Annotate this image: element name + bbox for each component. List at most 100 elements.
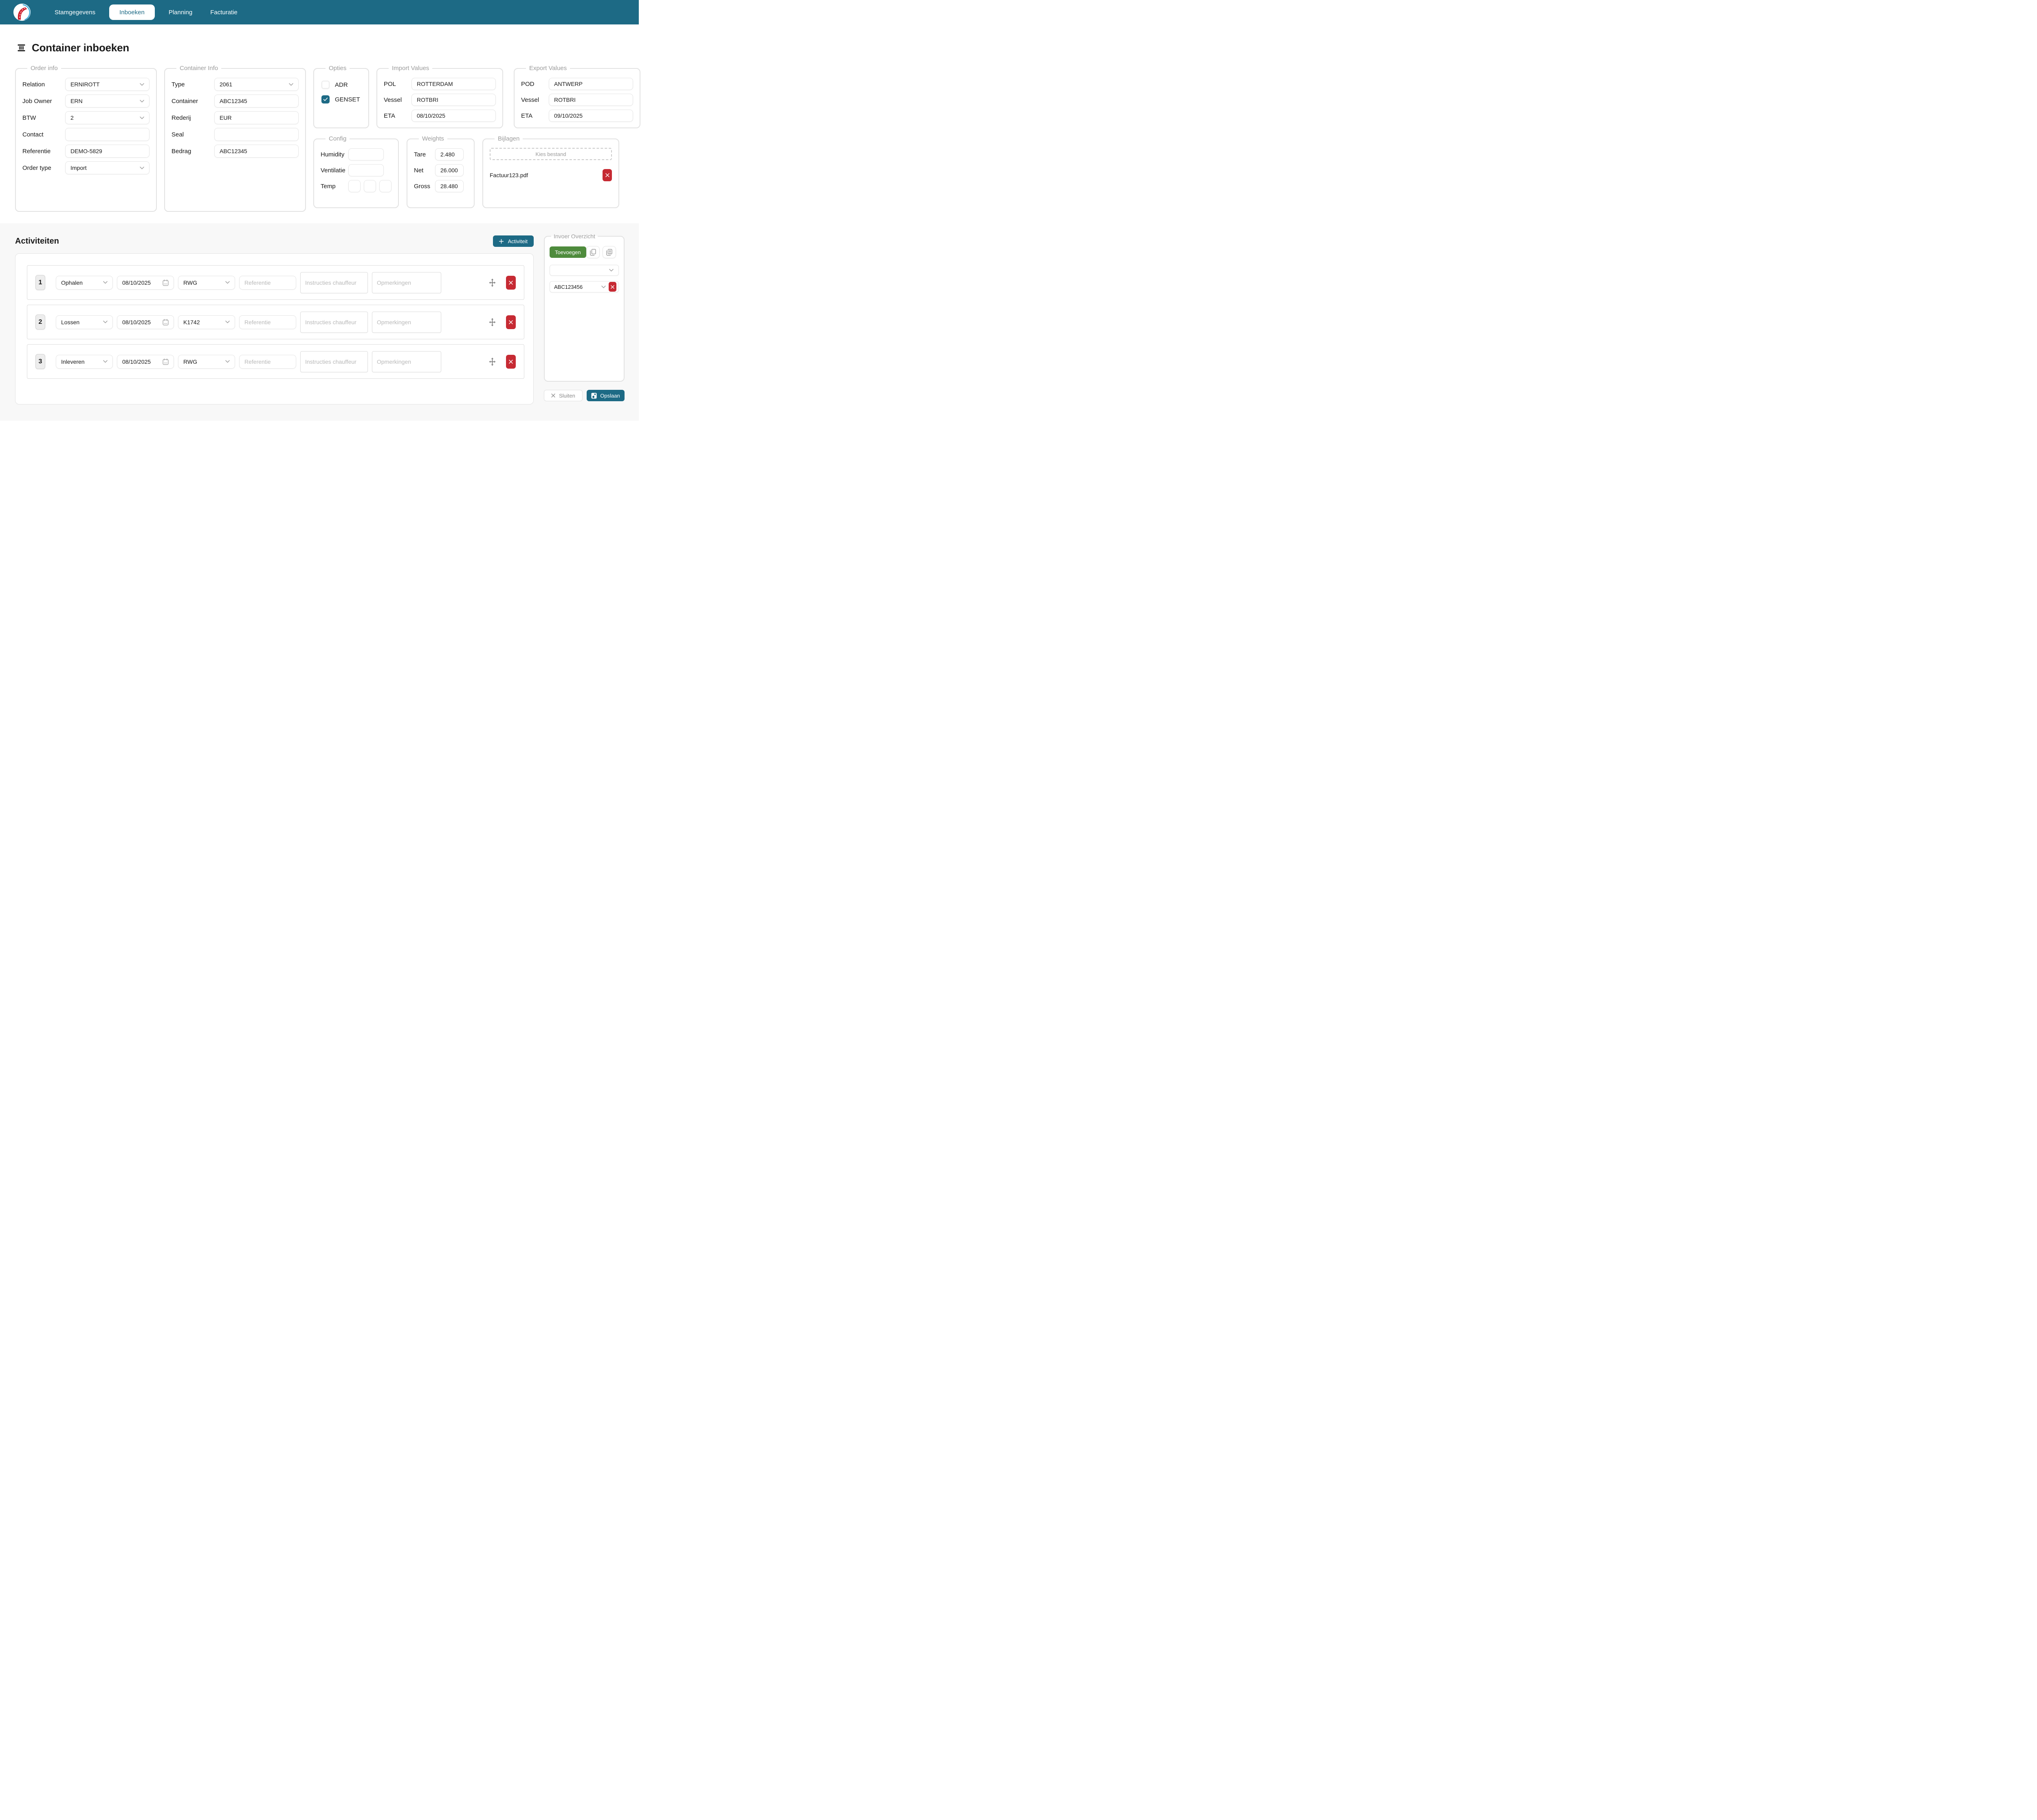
activity-instructies-textarea[interactable] (300, 351, 368, 372)
referentie-input[interactable] (65, 145, 150, 158)
activity-instructies-textarea[interactable] (300, 272, 368, 293)
drag-move-handle[interactable] (488, 318, 497, 327)
pod-input[interactable] (549, 78, 633, 90)
activity-location-select[interactable]: RWG (178, 275, 235, 290)
activity-referentie-input[interactable] (239, 275, 296, 290)
net-input[interactable] (435, 164, 464, 176)
humidity-label: Humidity (321, 151, 345, 158)
activities-heading: Activiteiten (15, 236, 59, 246)
chevron-down-icon (140, 166, 144, 169)
logo-icon (13, 3, 31, 21)
drag-move-handle[interactable] (488, 278, 497, 287)
nav-item-inboeken[interactable]: Inboeken (109, 4, 155, 20)
container-row: Container (172, 95, 299, 108)
activity-date-value: 08/10/2025 (122, 319, 151, 325)
bedrag-label: Bedrag (172, 147, 191, 155)
invoer-overzicht-fieldset: Invoer Overzicht Toevoegen (544, 233, 625, 382)
remove-attachment-button[interactable] (603, 169, 612, 181)
activity-instructies-textarea[interactable] (300, 311, 368, 333)
adr-row: ADR (321, 81, 362, 89)
type-select[interactable]: 2061 (214, 78, 299, 91)
toevoegen-button[interactable]: Toevoegen (550, 246, 586, 258)
relation-select[interactable]: ERNIROTT (65, 78, 150, 91)
job-owner-select[interactable]: ERN (65, 95, 150, 108)
move-icon (489, 318, 496, 326)
chevron-down-icon (140, 99, 144, 103)
activity-date-field[interactable]: 08/10/2025 (117, 354, 174, 369)
pol-input[interactable] (411, 78, 496, 90)
sluiten-button[interactable]: Sluiten (544, 390, 583, 401)
activity-type-select[interactable]: Inleveren (56, 354, 113, 369)
activity-type-select[interactable]: Lossen (56, 315, 113, 329)
adr-checkbox[interactable] (321, 81, 330, 89)
activities-card: 1 Ophalen 08/10/2025 RWG (15, 253, 534, 404)
close-icon (611, 285, 614, 289)
activity-location-select[interactable]: RWG (178, 354, 235, 369)
rederij-input[interactable] (214, 111, 299, 124)
ventilatie-input[interactable] (348, 164, 384, 176)
export-vessel-input[interactable] (549, 94, 633, 106)
file-dropzone[interactable]: Kies bestand (490, 148, 612, 160)
attachment-name: Factuur123.pdf (490, 172, 528, 178)
gross-label: Gross (414, 182, 431, 190)
activity-type-select[interactable]: Ophalen (56, 275, 113, 290)
activity-type-value: Ophalen (61, 279, 83, 286)
humidity-input[interactable] (348, 148, 384, 160)
net-row: Net (414, 164, 467, 176)
delete-activity-button[interactable] (506, 315, 516, 329)
genset-checkbox[interactable] (321, 95, 330, 103)
brand-logo[interactable] (13, 3, 31, 21)
nav-item-planning[interactable]: Planning (168, 9, 193, 16)
activity-opmerkingen-textarea[interactable] (372, 311, 441, 333)
chevron-down-icon (103, 281, 108, 284)
delete-activity-button[interactable] (506, 354, 516, 369)
export-values-legend: Export Values (529, 65, 567, 72)
order-type-select[interactable]: Import (65, 161, 150, 174)
temp-input-1[interactable] (348, 180, 361, 192)
btw-select[interactable]: 2 (65, 111, 150, 124)
copy-add-button[interactable] (602, 246, 616, 258)
temp-input-2[interactable] (364, 180, 376, 192)
genset-row: GENSET (321, 95, 362, 103)
activity-opmerkingen-textarea[interactable] (372, 351, 441, 372)
chevron-down-icon (140, 116, 144, 119)
copy-button[interactable] (586, 246, 600, 258)
btw-row: BTW 2 (22, 111, 150, 124)
add-activity-button[interactable]: Activiteit (493, 235, 534, 247)
temp-input-3[interactable] (379, 180, 392, 192)
activity-referentie-input[interactable] (239, 354, 296, 369)
rederij-label: Rederij (172, 114, 191, 121)
opslaan-button[interactable]: Opslaan (587, 390, 625, 401)
add-activity-label: Activiteit (508, 238, 528, 244)
import-eta-row: ETA (384, 110, 496, 122)
nav-item-facturatie[interactable]: Facturatie (210, 9, 238, 16)
contact-input[interactable] (65, 128, 150, 141)
activity-opmerkingen-textarea[interactable] (372, 272, 441, 293)
activity-referentie-input[interactable] (239, 315, 296, 329)
tare-row: Tare (414, 148, 467, 160)
activity-date-field[interactable]: 08/10/2025 (117, 315, 174, 329)
drag-move-handle[interactable] (488, 357, 497, 366)
export-vessel-label: Vessel (521, 96, 539, 103)
import-values-fieldset: Import Values POL Vessel ETA (376, 65, 503, 128)
remove-container-button[interactable] (609, 282, 616, 292)
config-legend: Config (329, 135, 347, 142)
export-eta-input[interactable] (549, 110, 633, 122)
tare-input[interactable] (435, 148, 464, 160)
activity-row-1: 1 Ophalen 08/10/2025 RWG (27, 265, 524, 300)
import-vessel-input[interactable] (411, 94, 496, 106)
bedrag-input[interactable] (214, 145, 299, 158)
container-overview-select[interactable]: ABC123456 (550, 281, 619, 292)
delete-activity-button[interactable] (506, 275, 516, 290)
overview-select[interactable] (550, 265, 619, 276)
activity-location-select[interactable]: K1742 (178, 315, 235, 329)
chevron-down-icon (103, 321, 108, 323)
job-owner-value: ERN (70, 98, 83, 104)
activity-date-field[interactable]: 08/10/2025 (117, 275, 174, 290)
nav-item-stamgegevens[interactable]: Stamgegevens (55, 9, 96, 16)
container-input[interactable] (214, 95, 299, 108)
pol-label: POL (384, 80, 396, 88)
import-eta-input[interactable] (411, 110, 496, 122)
seal-input[interactable] (214, 128, 299, 141)
gross-input[interactable] (435, 180, 464, 192)
